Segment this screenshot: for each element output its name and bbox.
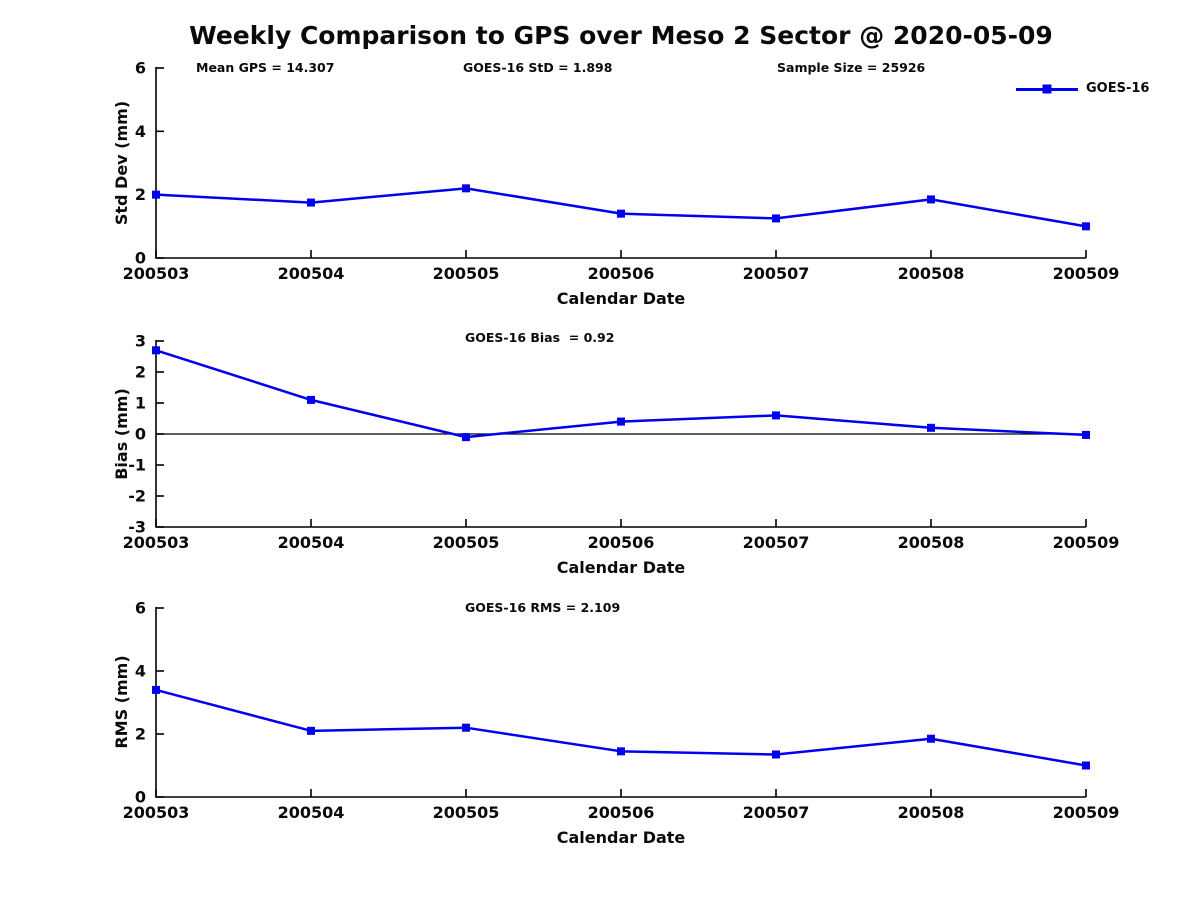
rms-x-tick-label: 200509 [1053, 803, 1120, 822]
bias-y-tick-label: 0 [135, 425, 146, 444]
rms-data-marker [462, 723, 470, 732]
stddev-data-marker [462, 184, 470, 193]
bias-x-tick-label: 200506 [588, 533, 655, 552]
stddev-series-line-goes-16 [155, 187, 1087, 228]
rms-data-marker [1082, 761, 1090, 770]
bias-data-marker [617, 417, 625, 426]
stddev-x-tick-label: 200504 [278, 264, 345, 283]
stddev-x-tick-label: 200503 [123, 264, 190, 283]
rms-x-tick-label: 200503 [123, 803, 190, 822]
annotation-goes16-rms: GOES-16 RMS = 2.109 [465, 600, 621, 615]
bias-y-tick-label: -3 [128, 518, 146, 537]
stddev-data-marker [927, 195, 935, 204]
rms-data-marker [927, 734, 935, 743]
rms-x-tick-label: 200508 [898, 803, 965, 822]
legend: GOES-16 [1016, 81, 1149, 97]
bias-x-tick-label: 200504 [278, 533, 345, 552]
rms-data-marker [152, 685, 160, 694]
rms-x-tick-label: 200506 [588, 803, 655, 822]
stddev-data-marker [1082, 222, 1090, 231]
rms-x-tick-label: 200505 [433, 803, 500, 822]
bias-y-tick-label: 1 [135, 394, 146, 413]
bias-data-marker [772, 411, 780, 420]
bias-y-tick-label: -1 [128, 456, 146, 475]
stddev-y-tick-label: 6 [135, 59, 146, 78]
stddev-x-tick-label: 200506 [588, 264, 655, 283]
page-title: Weekly Comparison to GPS over Meso 2 Sec… [189, 21, 1053, 50]
bias-data-marker [1082, 430, 1090, 439]
stddev-x-tick-label: 200508 [898, 264, 965, 283]
stddev-x-axis-label: Calendar Date [556, 289, 686, 308]
rms-data-marker [772, 750, 780, 759]
rms-y-tick-label: 0 [135, 788, 146, 807]
annotation-goes16-std: GOES-16 StD = 1.898 [463, 60, 613, 75]
rms-x-tick-label: 200507 [743, 803, 810, 822]
bias-data-marker [927, 423, 935, 432]
annotation-mean-gps: Mean GPS = 14.307 [196, 60, 335, 75]
stddev-data-marker [152, 190, 160, 199]
stddev-axes [155, 67, 1086, 259]
stddev-x-tick-label: 200509 [1053, 264, 1120, 283]
rms-y-tick-label: 6 [135, 599, 146, 618]
legend-label: GOES-16 [1086, 81, 1150, 96]
annotation-sample-size: Sample Size = 25926 [777, 60, 926, 75]
stddev-y-tick-label: 2 [135, 185, 146, 204]
legend-line-sample [1016, 84, 1078, 94]
rms-x-axis-label: Calendar Date [556, 828, 686, 847]
bias-y-tick-label: 2 [135, 363, 146, 382]
stddev-data-marker [772, 214, 780, 223]
rms-y-tick-label: 2 [135, 725, 146, 744]
bias-x-tick-label: 200507 [743, 533, 810, 552]
rms-axes [155, 607, 1086, 798]
rms-data-marker [307, 726, 315, 735]
annotation-goes16-bias: GOES-16 Bias = 0.92 [465, 330, 615, 345]
bias-data-marker [307, 395, 315, 404]
stddev-y-tick-label: 4 [135, 122, 146, 141]
legend-square-marker-icon [1042, 84, 1052, 94]
rms-subplot: 0 2 4 6 200503 200504 200505 200506 200507 200508… [123, 599, 1120, 823]
stddev-subplot: 0 2 4 6 200503 200504 200505 200506 200507 200508… [123, 59, 1120, 284]
stddev-y-tick-label: 0 [135, 249, 146, 268]
bias-data-marker [152, 346, 160, 355]
bias-x-tick-label: 200505 [433, 533, 500, 552]
rms-y-tick-label: 4 [135, 662, 146, 681]
stddev-data-marker [307, 198, 315, 207]
bias-x-tick-label: 200508 [898, 533, 965, 552]
stddev-x-tick-label: 200507 [743, 264, 810, 283]
stddev-data-marker [617, 209, 625, 218]
bias-y-tick-label: 3 [135, 332, 146, 351]
bias-x-tick-label: 200509 [1053, 533, 1120, 552]
bias-x-tick-label: 200503 [123, 533, 190, 552]
stddev-x-tick-label: 200505 [433, 264, 500, 283]
bias-x-axis-label: Calendar Date [556, 558, 686, 577]
rms-data-marker [617, 747, 625, 756]
bias-data-marker [462, 433, 470, 442]
rms-x-tick-label: 200504 [278, 803, 345, 822]
bias-y-tick-label: -2 [128, 487, 146, 506]
